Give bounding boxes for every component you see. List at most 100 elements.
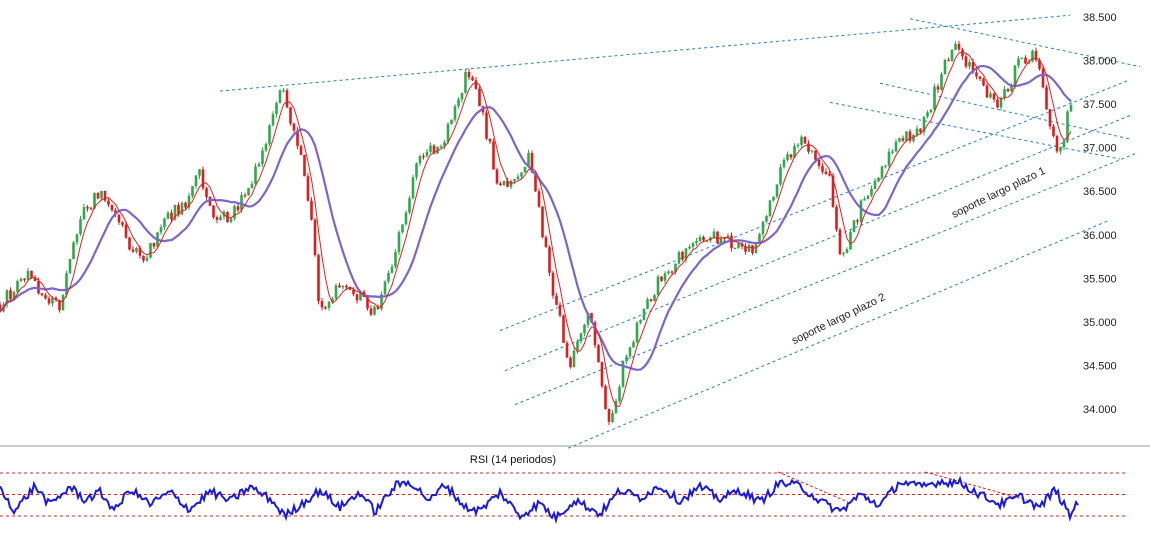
candle-body bbox=[712, 231, 716, 238]
candle-body bbox=[296, 130, 299, 146]
candle-body bbox=[352, 289, 355, 295]
candle-body bbox=[842, 253, 845, 255]
candle-body bbox=[464, 71, 467, 93]
candle-body bbox=[240, 195, 243, 211]
candle-body bbox=[579, 333, 583, 342]
candle-body bbox=[733, 247, 737, 250]
candle-body bbox=[16, 281, 19, 292]
price-tick-label: 38.500 bbox=[1083, 12, 1117, 24]
candle-body bbox=[929, 109, 933, 113]
candle-body bbox=[191, 186, 194, 196]
candle-body bbox=[852, 220, 856, 233]
candle-body bbox=[828, 174, 831, 176]
price-tick-label: 37.000 bbox=[1083, 143, 1117, 155]
candle-body bbox=[985, 85, 989, 98]
candle-body bbox=[243, 195, 247, 197]
candle-body bbox=[975, 72, 978, 77]
candle-body bbox=[782, 159, 786, 168]
candle-body bbox=[506, 180, 509, 187]
candle-body bbox=[978, 76, 982, 79]
candle-body bbox=[439, 146, 443, 148]
rsi-trend-line-2 bbox=[924, 471, 1031, 502]
candle-body bbox=[898, 138, 901, 142]
candle-body bbox=[751, 245, 754, 254]
candle-body bbox=[1017, 58, 1020, 66]
trend-line-3 bbox=[879, 82, 1131, 140]
candle-body bbox=[1003, 89, 1006, 99]
candle-body bbox=[373, 306, 376, 315]
candle-body bbox=[516, 176, 520, 179]
candle-body bbox=[369, 308, 373, 315]
trend-line-4 bbox=[829, 101, 1121, 160]
candle-body bbox=[121, 222, 124, 225]
candle-body bbox=[247, 188, 250, 196]
candle-body bbox=[943, 60, 947, 75]
candle-body bbox=[166, 212, 170, 219]
candle-body bbox=[614, 400, 618, 413]
candle-body bbox=[264, 143, 268, 151]
candle-body bbox=[768, 200, 772, 216]
candle-body bbox=[537, 191, 541, 207]
candle-body bbox=[961, 49, 964, 57]
candle-body bbox=[884, 165, 887, 167]
candle-body bbox=[359, 291, 362, 301]
candle-body bbox=[1010, 85, 1013, 92]
candle-body bbox=[562, 315, 565, 343]
candle-body bbox=[432, 145, 436, 154]
candle-body bbox=[229, 218, 233, 222]
candle-body bbox=[590, 312, 593, 323]
candle-body bbox=[152, 243, 156, 247]
trend-line-7 bbox=[514, 153, 1136, 406]
candle-body bbox=[824, 171, 828, 175]
candle-body bbox=[817, 159, 821, 167]
candle-body bbox=[128, 237, 131, 250]
candle-body bbox=[681, 252, 684, 260]
candle-body bbox=[677, 252, 681, 264]
candle-body bbox=[642, 308, 646, 320]
candle-body bbox=[723, 237, 726, 239]
candle-body bbox=[327, 301, 331, 308]
candle-body bbox=[65, 273, 68, 296]
candle-body bbox=[691, 243, 695, 247]
candle-body bbox=[499, 183, 502, 185]
candle-body bbox=[849, 232, 852, 250]
candle-body bbox=[971, 62, 975, 73]
candle-body bbox=[520, 172, 523, 177]
candle-body bbox=[982, 78, 985, 86]
candle-body bbox=[184, 202, 187, 208]
candle-body bbox=[628, 347, 632, 357]
candle-body bbox=[201, 169, 205, 189]
candle-body bbox=[355, 294, 359, 301]
price-axis: 38.500 38.000 37.500 37.000 36.500 36.000 35.5… bbox=[1083, 12, 1117, 416]
candle-body bbox=[940, 74, 943, 90]
candle-body bbox=[873, 181, 877, 189]
candle-body bbox=[429, 145, 432, 152]
candle-body bbox=[138, 248, 142, 256]
candle-body bbox=[415, 163, 418, 178]
candle-body bbox=[625, 356, 628, 362]
candle-body bbox=[467, 71, 471, 78]
candle-body bbox=[86, 206, 89, 209]
candle-body bbox=[1031, 50, 1034, 62]
rsi-panel bbox=[0, 471, 1128, 525]
rsi-trend-line-1 bbox=[777, 471, 849, 503]
candle-body bbox=[1062, 140, 1066, 148]
candle-body bbox=[989, 93, 992, 98]
candle-body bbox=[177, 204, 180, 215]
candle-body bbox=[135, 248, 138, 252]
candle-body bbox=[954, 43, 957, 50]
candle-body bbox=[877, 177, 880, 182]
candle-body bbox=[565, 342, 569, 358]
candle-body bbox=[187, 195, 191, 208]
rsi-title: RSI (14 periodos) bbox=[470, 454, 556, 466]
candle-body bbox=[527, 153, 530, 167]
candle-body bbox=[205, 188, 208, 198]
candle-body bbox=[789, 154, 793, 158]
candle-body bbox=[618, 386, 621, 401]
candle-body bbox=[905, 131, 908, 141]
candle-body bbox=[548, 247, 551, 273]
candle-body bbox=[40, 293, 44, 296]
candle-body bbox=[212, 205, 215, 218]
candle-body bbox=[198, 169, 201, 176]
candle-body bbox=[23, 278, 26, 280]
